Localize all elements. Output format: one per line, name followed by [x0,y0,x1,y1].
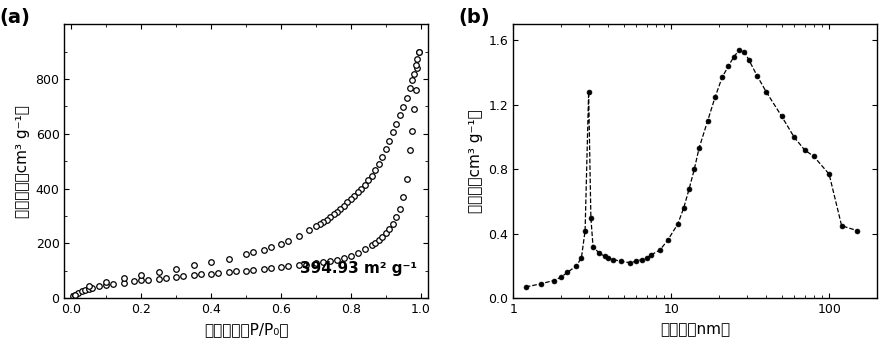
X-axis label: 孔尺寸（nm）: 孔尺寸（nm） [660,322,730,337]
Text: (a): (a) [0,8,30,27]
Y-axis label: 吸附体积（cm³ g⁻¹）: 吸附体积（cm³ g⁻¹） [15,105,30,218]
X-axis label: 相对压力（P/P₀）: 相对压力（P/P₀） [204,322,289,337]
Text: (b): (b) [458,8,490,27]
Y-axis label: 孔体积（cm³ g⁻¹）: 孔体积（cm³ g⁻¹） [468,109,483,213]
Text: 394.93 m² g⁻¹: 394.93 m² g⁻¹ [300,261,417,276]
